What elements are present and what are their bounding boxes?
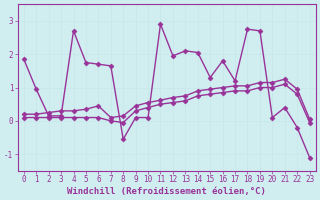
X-axis label: Windchill (Refroidissement éolien,°C): Windchill (Refroidissement éolien,°C) — [67, 187, 266, 196]
